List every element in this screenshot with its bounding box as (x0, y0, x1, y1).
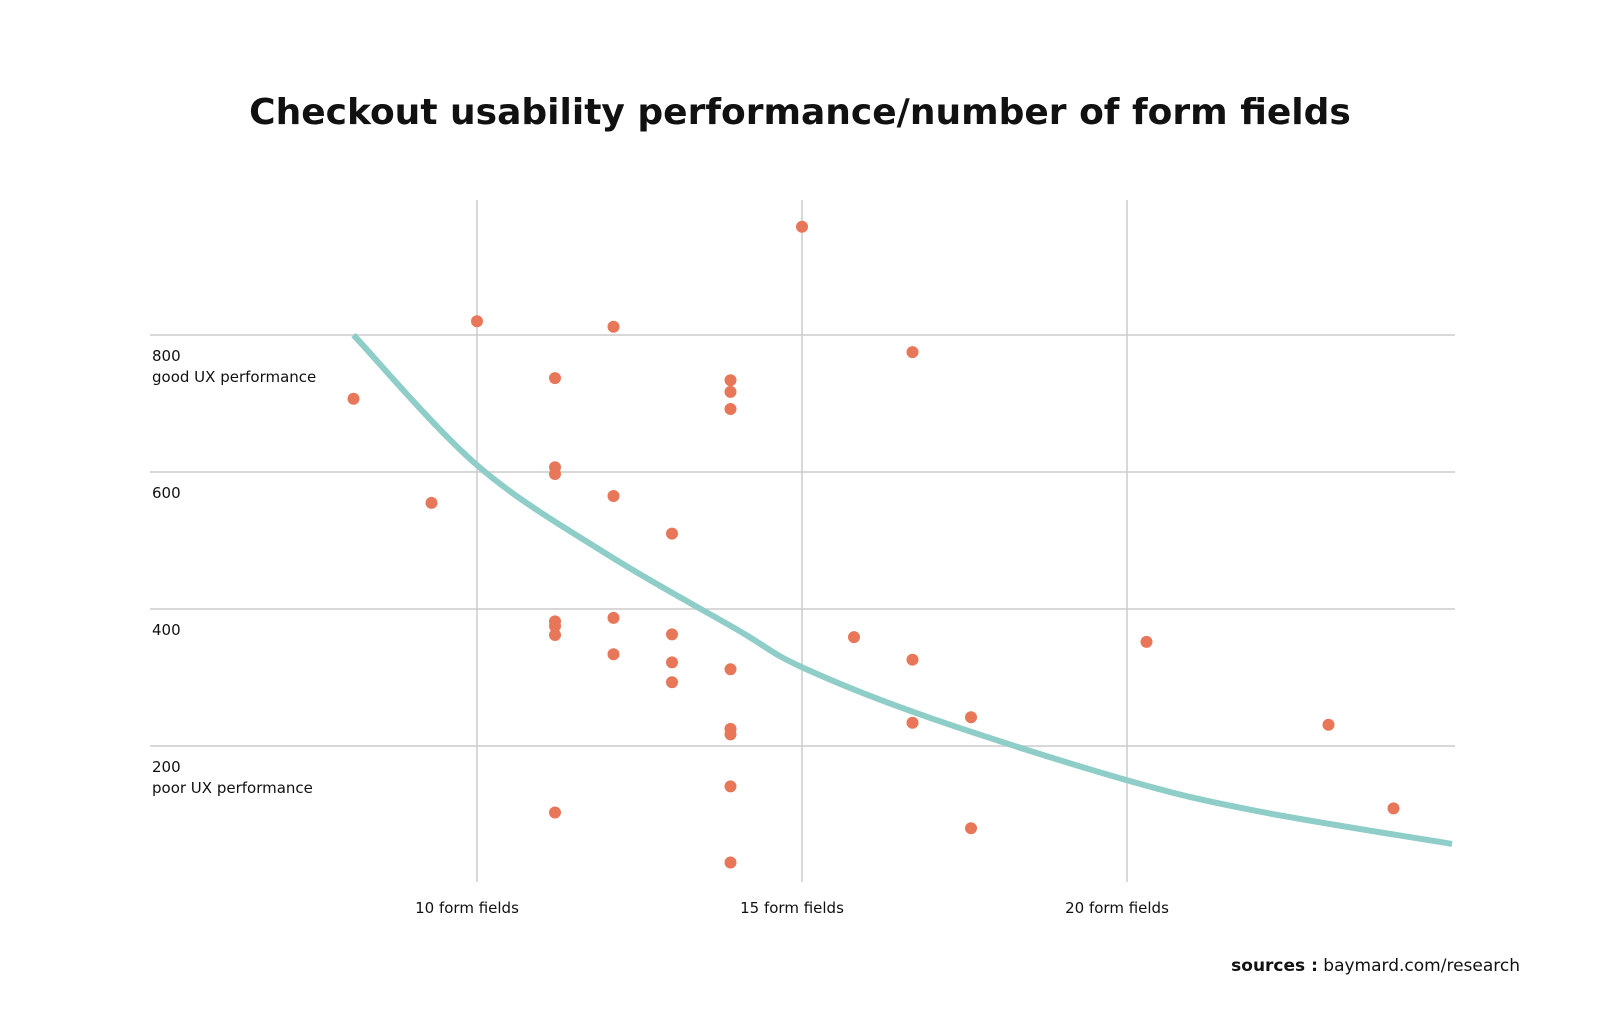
x-tick-label: 10 form fields (415, 899, 519, 917)
data-point (666, 527, 678, 540)
data-point (724, 728, 737, 741)
y-tick-label: 600 (152, 484, 181, 502)
x-tick-label: 15 form fields (740, 899, 844, 917)
trendline-layer (351, 332, 1453, 847)
source-link-text: baymard.com/research (1323, 956, 1520, 976)
data-point (848, 631, 860, 644)
data-point (471, 315, 483, 328)
data-point (724, 856, 737, 869)
data-point (906, 346, 919, 359)
data-point (796, 220, 808, 233)
data-point (965, 711, 977, 724)
data-point (724, 663, 737, 676)
data-point (425, 496, 438, 509)
data-point (347, 392, 360, 405)
y-tick-sublabel: poor UX performance (152, 779, 313, 797)
data-point (607, 648, 620, 661)
data-point (724, 385, 737, 398)
data-point (965, 822, 977, 835)
data-point (607, 489, 620, 502)
chart-title: Checkout usability performance/number of… (249, 92, 1351, 133)
data-point (1140, 635, 1153, 648)
y-tick-label: 200 (152, 758, 181, 776)
data-point (549, 372, 561, 385)
data-point (549, 806, 561, 819)
data-point (607, 611, 620, 624)
grid-layer (150, 200, 1455, 882)
data-point (724, 374, 737, 387)
data-point (666, 628, 678, 641)
data-point (724, 402, 737, 415)
points-layer (347, 220, 1400, 869)
source-note: sources : baymard.com/research (1231, 956, 1520, 976)
data-point (666, 676, 678, 689)
x-tick-label: 20 form fields (1065, 899, 1169, 917)
data-point (549, 468, 561, 481)
tick-labels-layer: 800 good UX performance 600 400 200 poor UX p… (152, 347, 1169, 917)
data-point (906, 716, 919, 729)
trendline (351, 332, 1453, 847)
data-point (549, 620, 561, 633)
data-point (1322, 718, 1335, 731)
data-point (1387, 802, 1400, 815)
y-tick-sublabel: good UX performance (152, 368, 316, 386)
data-point (549, 629, 561, 642)
y-tick-label: 800 (152, 347, 181, 365)
data-point (906, 653, 919, 666)
data-point (724, 780, 737, 793)
source-label: sources : (1231, 956, 1318, 976)
y-tick-label: 400 (152, 621, 181, 639)
data-point (607, 320, 620, 333)
data-point (666, 656, 678, 669)
